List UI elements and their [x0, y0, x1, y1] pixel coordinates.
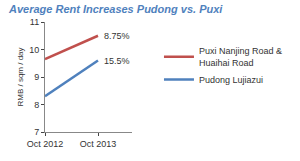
svg-text:7: 7	[34, 127, 39, 137]
svg-text:9: 9	[34, 72, 39, 82]
svg-text:8.75%: 8.75%	[104, 31, 130, 41]
svg-text:Oct 2012: Oct 2012	[27, 139, 64, 149]
svg-text:10: 10	[29, 45, 39, 55]
svg-text:Average Rent Increases Pudong: Average Rent Increases Pudong vs. Puxi	[8, 3, 223, 15]
svg-text:Oct 2013: Oct 2013	[80, 139, 117, 149]
svg-text:11: 11	[30, 17, 39, 27]
svg-text:8: 8	[34, 100, 39, 110]
svg-text:Puxi Nanjing Road &Huaihai Roa: Puxi Nanjing Road &Huaihai Road	[199, 46, 282, 68]
svg-text:Pudong Lujiazui: Pudong Lujiazui	[199, 75, 263, 85]
svg-text:15.5%: 15.5%	[104, 56, 130, 66]
svg-text:RMB / sqm / day: RMB / sqm / day	[16, 47, 25, 106]
